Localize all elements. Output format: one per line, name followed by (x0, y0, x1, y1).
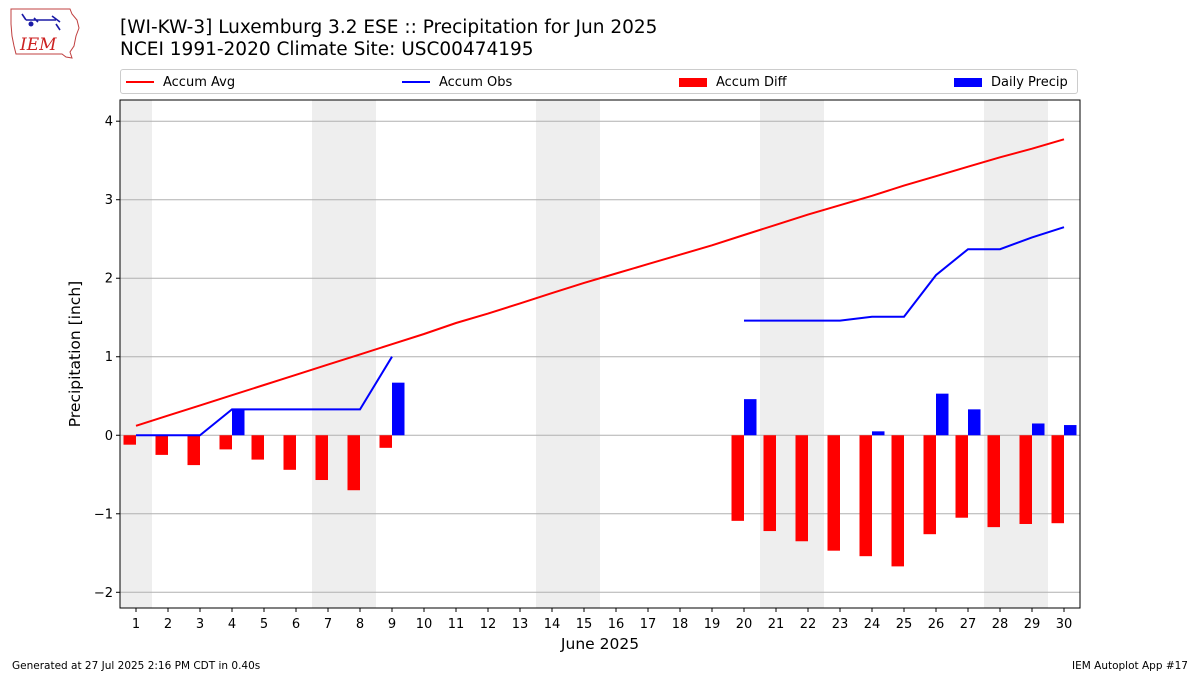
accum-diff-bar (251, 435, 264, 460)
x-tick-label: 5 (260, 617, 268, 632)
legend-swatch-accum-diff (679, 77, 707, 87)
legend-swatch-accum-avg (126, 81, 154, 83)
x-tick-label: 27 (960, 617, 977, 632)
accum-diff-bar (923, 435, 936, 535)
y-tick-label: 4 (105, 115, 113, 130)
legend-item-accum-obs: Accum Obs (402, 73, 512, 91)
x-tick-label: 21 (768, 617, 785, 632)
legend-swatch-daily-precip (954, 77, 982, 87)
accum-diff-bar (283, 435, 296, 470)
weekend-shade-2 (536, 100, 600, 608)
accum-diff-bar (859, 435, 872, 557)
x-tick-label: 20 (736, 617, 753, 632)
accum-diff-bar (827, 435, 840, 551)
chart-legend: Accum Avg Accum Obs Accum Diff Daily Pre… (120, 69, 1078, 94)
iowa-outline-icon (10, 8, 80, 59)
plot-frame (119, 99, 1081, 609)
x-tick-label: 30 (1056, 617, 1073, 632)
y-tick-label: −2 (94, 586, 113, 601)
x-tick-label: 17 (640, 617, 657, 632)
accum-diff-bar (891, 435, 904, 567)
accum-diff-bar (123, 435, 136, 445)
x-tick-label: 1 (132, 617, 140, 632)
accum-diff-bar (955, 435, 968, 518)
daily-precip-bar (968, 409, 981, 436)
chart-title: [WI-KW-3] Luxemburg 3.2 ESE :: Precipita… (120, 17, 658, 38)
daily-precip-bar (232, 409, 245, 436)
x-tick-label: 29 (1024, 617, 1041, 632)
legend-label-accum-diff: Accum Diff (716, 74, 787, 90)
accum-diff-bar (763, 435, 776, 532)
x-tick-label: 4 (228, 617, 236, 632)
legend-swatch-accum-obs (402, 81, 430, 83)
accum-diff-bar (731, 435, 744, 521)
x-tick-label: 3 (196, 617, 204, 632)
weekend-shade-0 (120, 100, 152, 608)
legend-label-accum-obs: Accum Obs (439, 74, 513, 90)
legend-label-daily-precip: Daily Precip (991, 74, 1068, 90)
x-tick-label: 22 (800, 617, 817, 632)
accum-obs-line (744, 226, 1065, 322)
accum-diff-bar (795, 435, 808, 542)
x-tick-label: 28 (992, 617, 1009, 632)
iem-logo: IEM (10, 8, 80, 59)
x-tick-label: 8 (356, 617, 364, 632)
x-tick-label: 24 (864, 617, 881, 632)
x-tick-label: 15 (576, 617, 593, 632)
accum-obs-line (136, 356, 393, 437)
accum-diff-bar (155, 435, 168, 455)
chart-subtitle: NCEI 1991-2020 Climate Site: USC00474195 (120, 39, 534, 60)
x-tick-label: 7 (324, 617, 332, 632)
daily-precip-bar (872, 431, 885, 436)
legend-label-accum-avg: Accum Avg (163, 74, 236, 90)
daily-precip-bar (936, 393, 949, 436)
x-tick-label: 25 (896, 617, 913, 632)
x-tick-label: 26 (928, 617, 945, 632)
accum-diff-bar (315, 435, 328, 481)
x-tick-label: 16 (608, 617, 625, 632)
accum-diff-bar (347, 435, 360, 491)
x-tick-label: 14 (544, 617, 561, 632)
y-tick-label: 0 (105, 429, 113, 444)
daily-precip-bar (1064, 425, 1077, 436)
chart-title-block: [WI-KW-3] Luxemburg 3.2 ESE :: Precipita… (120, 17, 657, 61)
accum-diff-bar (1051, 435, 1064, 524)
daily-precip-bar (1032, 423, 1045, 436)
x-tick-label: 18 (672, 617, 689, 632)
weekend-shade-3 (760, 100, 824, 608)
weekend-shade-4 (984, 100, 1048, 608)
x-tick-label: 11 (448, 617, 465, 632)
legend-item-accum-diff: Accum Diff (679, 73, 787, 91)
generated-timestamp: Generated at 27 Jul 2025 2:16 PM CDT in … (12, 660, 261, 672)
x-tick-label: 19 (704, 617, 721, 632)
legend-item-accum-avg: Accum Avg (126, 73, 235, 91)
x-tick-label: 10 (416, 617, 433, 632)
y-tick-label: 2 (105, 272, 113, 287)
x-axis-label: June 2025 (560, 635, 639, 653)
weekend-shade-1 (312, 100, 376, 608)
accum-diff-bar (379, 435, 392, 448)
daily-precip-bar (744, 399, 757, 436)
accum-diff-bar (1019, 435, 1032, 524)
daily-precip-bar (392, 382, 405, 436)
legend-item-daily-precip: Daily Precip (954, 73, 1068, 91)
accum-diff-bar (987, 435, 1000, 528)
x-tick-label: 23 (832, 617, 849, 632)
x-tick-label: 9 (388, 617, 396, 632)
accum-avg-line (135, 138, 1065, 427)
weather-station-icon (21, 13, 61, 31)
x-tick-label: 12 (480, 617, 497, 632)
y-tick-label: 1 (105, 350, 113, 365)
app-credit: IEM Autoplot App #17 (1072, 660, 1188, 672)
y-tick-label: 3 (105, 193, 113, 208)
accum-diff-bar (187, 435, 200, 466)
accum-diff-bar (219, 435, 232, 450)
x-tick-label: 6 (292, 617, 300, 632)
x-tick-label: 2 (164, 617, 172, 632)
y-tick-label: −1 (94, 507, 113, 522)
logo-text: IEM (19, 35, 57, 55)
y-axis-label: Precipitation [inch] (66, 281, 84, 427)
x-tick-label: 13 (512, 617, 529, 632)
